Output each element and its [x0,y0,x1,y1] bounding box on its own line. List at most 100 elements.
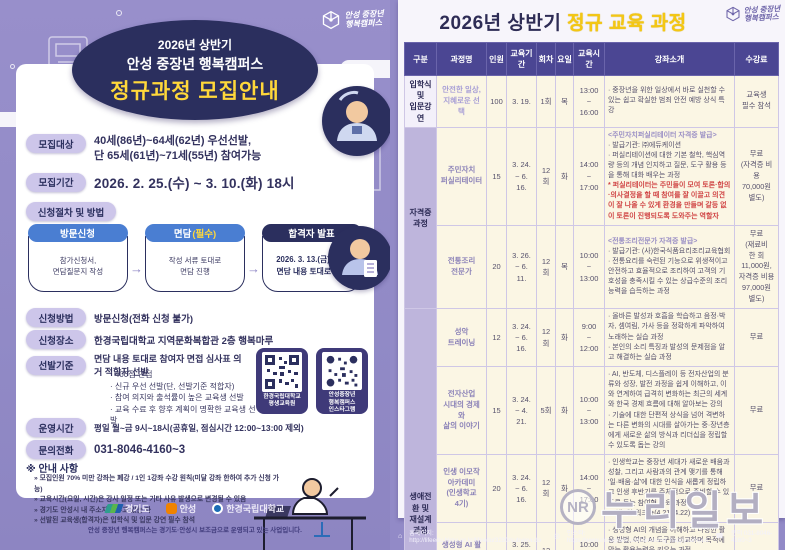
cell-intro: · AI, 반도체, 디스플레이 등 전자산업의 분류와 성장, 발전 과정을 … [604,365,735,456]
cell-sessions: 12회 [536,126,556,226]
catalog-title-part2: 정규 교육 과정 [567,13,687,34]
apply-method-label: 신청방법 [26,308,86,327]
cell-capacity: 15 [486,365,507,456]
hours-text: 평일 월~금 9시~18시(공휴일, 점심시간 12:00~13:00 제외) [94,422,304,433]
poster-panel: 안성 중장년 행복캠퍼스 2026년 상반기 안성 중장년 행복캠퍼스 정규과정… [0,0,390,550]
phone-label: 문의전화 [26,440,86,459]
cell-course-name: 안전한 일상, 지혜로운 선택 [436,75,487,128]
cell-intro: · 올바른 발성과 호흡을 학습하고 음정·박자, 셈여림, 가사 등을 정확하… [604,308,735,367]
header-fee: 수강료 [734,42,779,76]
cell-day: 수 [555,521,574,550]
brand-line2: 행복캠퍼스 [344,18,383,30]
step-announce-title-text: 합격자 발표 [288,229,335,240]
partner-logos: 경기도 안성 한경국립대학교 [0,502,390,515]
recruit-target-label: 모집대상 [26,134,86,153]
cell-capacity: 100 [486,75,507,128]
cell-intro: · 중장년을 위한 일상에서 바로 실천할 수 있는 쉽고 확실한 범죄 안전 … [604,75,735,128]
cell-day: 화 [555,308,574,367]
header-time: 교육시간 [573,42,605,76]
cell-period: 3. 24. ~ 6. 16. [506,454,537,523]
intro-header: <전통조리전문가 자격증 발급> [608,237,698,245]
cell-course-name: 주민자치 퍼실리테이터 [436,126,487,226]
table-row-cooking: 전통조리 전문가 20 3. 26. ~ 6. 11. 12회 목 10:00 … [405,224,779,310]
instagram-icon: ◎ [553,533,560,540]
cell-time: 10:00 ~ 13:00 [573,224,605,310]
cell-sessions: 12회 [536,454,556,523]
step-interview-title-sub: (필수) [192,229,217,240]
brand-line2: 행복캠퍼스 [744,12,780,24]
table-row-facilitator: 자격증 과정 주민자치 퍼실리테이터 15 3. 24. ~ 6. 16. 12… [404,126,779,310]
cell-sessions: 12회 [536,224,556,310]
qr-code-icon [322,352,362,391]
footer-phone: 문의 031-8046-4160~3 [730,530,773,544]
notice-title: ※ 안내 사항 [26,464,79,475]
dot-decoration [116,10,122,16]
poster-content-card: 모집대상 40세(86년)~64세(62년) 우선선발, 단 65세(61년)~… [16,64,374,550]
process-label: 신청절차 및 방법 [26,202,116,221]
cell-capacity: 20 [486,224,507,310]
intro-bullets: · AI, 반도체, 디스플레이 등 전자산업의 분류와 성장, 발전 과정을 … [608,370,730,449]
header-day: 요일 [555,42,574,76]
catalog-panel: 2026년 상반기 정규 교육 과정 안성 중장년 행복캠퍼스 구분 과정명 인… [398,0,785,550]
badge-campus: 안성 중장년 행복캠퍼스 [126,55,264,72]
intro-bullets: · 발급기관: ㈜에듀케이션 · 퍼실리테이션에 대한 기본 철학, 핵심역량 … [608,141,727,179]
cell-sessions: 12회 [536,308,556,367]
avatar-woman-illustration [328,226,390,290]
phone-icon: ☎ [715,533,724,540]
cell-capacity: 12 [486,308,507,367]
hknu-name: 한경국립대학교 [226,504,285,514]
header-intro: 강좌소개 [604,42,735,76]
watermark-text: 누리일보 [601,489,769,533]
cell-intro: <주민자치퍼실리테이터 자격증 발급> · 발급기관: ㈜에듀케이션 · 퍼실리테… [604,126,735,226]
cell-course-name: 성악 트레이닝 [436,308,487,367]
footer-instagram: 인스타: https://www.instagram.com/anseong_h… [566,530,709,544]
step-visit: 방문신청 참가신청서, 면담질문지 작성 [28,224,128,292]
recruit-target-text: 40세(86년)~64세(62년) 우선선발, 단 65세(61년)~71세(5… [94,135,262,162]
step-visit-title: 방문신청 [28,224,128,242]
process-section-row: 신청절차 및 방법 [26,202,366,221]
apply-place-text: 한경국립대학교 지역문화복합관 2층 행복마루 [94,335,274,347]
qr-instagram: 안성중장년 행복캠퍼스 인스타그램 [316,348,368,414]
cell-course-name: 전자산업 시대의 경제와 삶의 이야기 [436,365,487,456]
apply-place-label: 신청장소 [26,330,86,349]
cell-fee: 무료 (재료비 한 회 11,000원, 자격증 비용 97,000원 별도) [734,224,779,310]
hknu-mark-icon [212,503,224,514]
cell-group: 입학식 및 입문강연 [404,75,437,128]
cell-day: 화 [555,365,574,456]
cell-intro: · 생성형 AI의 개념을 이해하고 다양한 활용 방법, 여러 AI 도구를 … [604,521,735,550]
hknu-logo: 한경국립대학교 [212,502,284,515]
apply-method-text: 방문신청(전화 신청 불가) [94,313,194,325]
cube-icon [322,10,340,30]
home-icon: ⌂ [398,532,403,540]
cube-icon [726,6,740,22]
intro-header: <주민자치퍼실리테이터 자격증 발급> [608,131,717,139]
recruit-period-text: 2026. 2. 25.(수) ~ 3. 10.(화) 18시 [94,176,295,191]
cell-capacity: 20 [486,454,507,523]
cell-time: 10:00 ~ 13:00 [573,365,605,456]
header-period: 교육기간 [506,42,537,76]
cell-course-name: 인생 이모작 아카데미 (인생학교 4기) [436,454,487,523]
anseong-mark-icon [165,503,177,514]
poster-disclaimer: 안성 중장년 행복캠퍼스는 경기도·안성시 보조금으로 운영되고 있는 사업입니… [88,527,302,534]
phone-number: 031-8046-4160~3 [94,443,186,456]
process-steps: 방문신청 참가신청서, 면담질문지 작성 → 면담 (필수) 작성 서류 토대로 … [28,224,362,292]
intro-bullets: · 생성형 AI의 개념을 이해하고 다양한 활용 방법, 여러 AI 도구를 … [608,526,726,550]
footer-homepage: 홈페이지: http://lifeedu.hknu.ac.kr/lifeedu/… [409,530,541,544]
cell-sessions: 1회 [536,75,556,128]
cell-time: 14:00 ~ 17:00 [573,126,605,226]
cell-sessions: 12회 [536,521,556,550]
intro-bullets: · 올바른 발성과 호흡을 학습하고 음정·박자, 셈여림, 가사 등을 정확하… [608,313,726,361]
badge-title: 정규과정 모집안내 [110,79,280,103]
anseong-logo: 안성 [165,502,196,515]
nuri-ilbo-watermark: NR 누리일보 [560,478,768,536]
avatar-man-illustration [322,86,390,156]
criteria-label: 선발기준 [26,355,86,375]
cell-period: 3. 25. ~ 6. 17. [506,521,537,550]
step-visit-desc: 참가신청서, 면담질문지 작성 [28,236,128,292]
cell-time: 10:00 ~ 13:00 [573,521,605,550]
catalog-title: 2026년 상반기 정규 교육 과정 [398,8,728,35]
dot-decoration [10,64,15,69]
gyeonggi-name: 경기도 [124,504,150,514]
cell-group: 자격증 과정 [404,126,437,310]
